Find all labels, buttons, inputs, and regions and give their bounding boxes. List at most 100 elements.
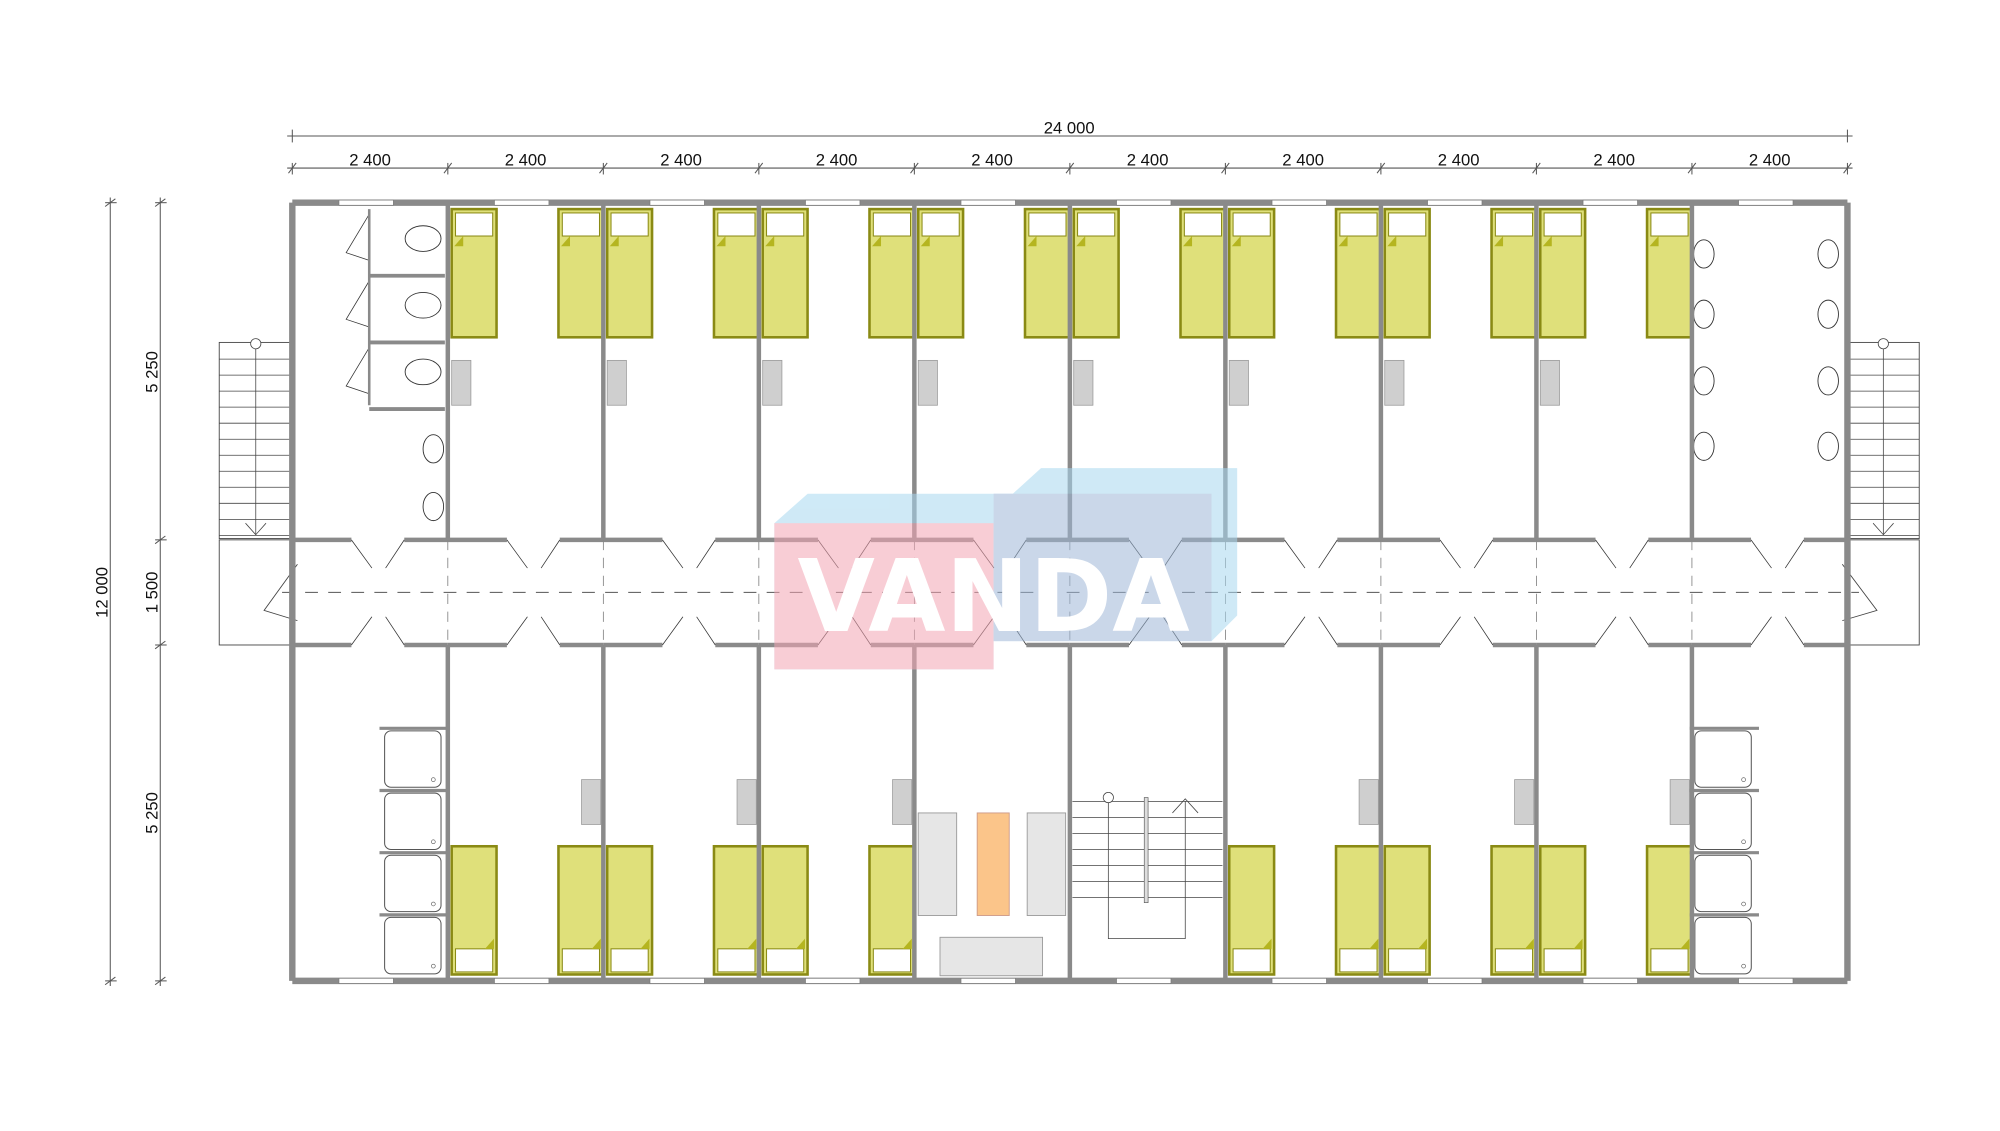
shower-drain [1741,839,1746,845]
pillow [1183,212,1223,237]
bed [761,207,809,339]
sink-icon [1693,431,1715,461]
armchair-left [917,812,958,916]
window [649,199,705,206]
exterior-landing [218,539,293,646]
shower-drain [431,777,436,782]
bed [1072,207,1120,339]
door-swing [506,616,561,646]
sink-icon [422,434,445,464]
door-swing [351,539,405,569]
window [1116,978,1172,984]
logo-text: VANDA [798,538,1190,655]
blanket-fold [765,236,775,247]
desk [606,359,627,406]
pillow [610,212,649,237]
door-swing [662,616,716,646]
overall-width-label: 24 000 [1044,118,1095,137]
stair-arrow-icon [245,522,267,536]
walls [289,199,1851,985]
shower-cabin [1694,854,1752,913]
stair-start-marker [1877,338,1889,350]
bed [1023,207,1072,339]
bed [450,844,498,976]
stair-handrail [1143,797,1149,903]
desk [451,359,472,406]
module-width-label: 2 400 [1593,151,1635,170]
coffee-table [976,812,1010,916]
door-swing [1439,539,1494,569]
shower-cabin [384,792,442,850]
bed [712,207,761,339]
blanket-fold [1076,236,1086,247]
bed [761,844,809,976]
sink-icon [1817,239,1839,269]
logo-pink-block [774,523,994,670]
pillow [717,948,756,973]
pillow [610,948,649,973]
module-width-label: 2 400 [349,151,391,170]
window [1271,978,1327,984]
blanket-fold [561,236,570,247]
module-width-label: 2 400 [660,151,702,170]
shower-cabin [1694,916,1752,975]
blanket-fold [1338,236,1348,247]
window [494,199,550,206]
bed [557,844,605,976]
pillow [561,948,601,973]
dimension-lines [104,129,1853,987]
pillow [1028,212,1067,237]
bed [1179,207,1227,339]
desk [736,779,757,825]
door-swing [1750,539,1805,569]
module-width-label: 2 400 [505,151,547,170]
desk [1514,779,1535,825]
bed [712,844,761,976]
door-swing [1284,616,1338,646]
pillow [1650,948,1689,973]
bed [868,207,916,339]
toilet-icon [404,291,442,319]
bed [557,207,605,339]
sink-icon [1817,431,1839,461]
module-width-label: 2 400 [816,151,858,170]
pillow [921,212,960,237]
stair-start-marker [1102,792,1114,804]
blanket-fold [872,236,882,247]
bed [916,207,965,339]
sink-icon [1693,366,1715,396]
window [1582,199,1638,206]
desk [1669,779,1690,825]
sink-icon [1817,299,1839,329]
pillow [561,212,601,237]
wc-door [345,214,370,261]
pillow [1339,212,1378,237]
pillow [1494,948,1534,973]
module-width-label: 2 400 [1749,151,1791,170]
blanket-fold [1542,236,1552,247]
exterior-landing [1846,539,1920,646]
blanket-fold [609,236,619,247]
door-swing [1750,616,1805,646]
pillow [872,212,912,237]
bed [1645,207,1694,339]
vanda-watermark-logo [774,468,1238,670]
blanket-fold [1649,236,1659,247]
logo-blue-block [993,493,1212,642]
module-width-label: 2 400 [971,151,1013,170]
desk [1073,359,1094,406]
sofa [939,936,1044,977]
sink-icon [1693,239,1715,269]
module-width-label: 2 400 [1438,151,1480,170]
pillow [872,948,912,973]
bed [1490,844,1538,976]
window [960,978,1016,984]
window [1427,978,1483,984]
desk [1539,359,1560,406]
bed [1383,844,1431,976]
furniture [218,207,1920,977]
window [338,199,394,206]
bed [868,844,916,976]
wc-door [345,280,370,328]
